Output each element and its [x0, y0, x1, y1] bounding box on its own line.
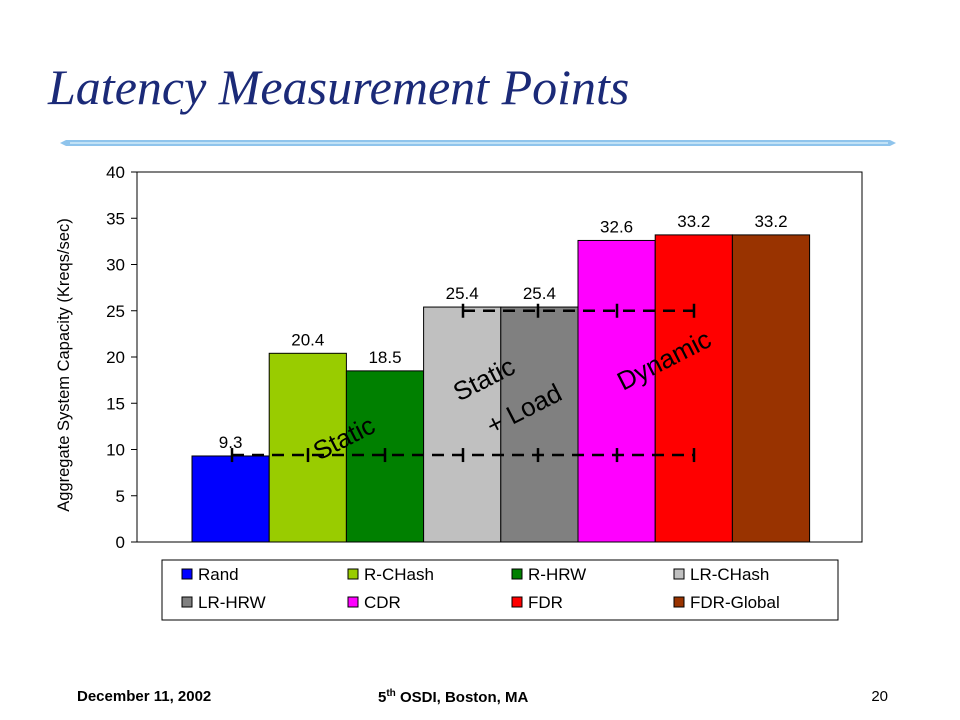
- legend-label: LR-CHash: [690, 565, 769, 584]
- bar: [577, 239, 656, 543]
- bar: [731, 234, 811, 543]
- bar-value-label: 18.5: [368, 348, 401, 367]
- y-tick-label: 15: [106, 394, 125, 413]
- y-tick-label: 30: [106, 256, 125, 275]
- legend-swatch: [511, 568, 523, 580]
- y-tick-label: 25: [106, 302, 125, 321]
- legend-swatch: [347, 596, 359, 608]
- legend-swatch: [673, 596, 685, 608]
- legend-label: Rand: [198, 565, 239, 584]
- bar: [654, 234, 733, 543]
- y-tick-label: 40: [106, 163, 125, 182]
- footer-conference: 5th OSDI, Boston, MA: [378, 688, 528, 706]
- legend-swatch: [511, 596, 523, 608]
- page-number: 20: [871, 688, 888, 705]
- legend-label: R-CHash: [364, 565, 434, 584]
- legend: [161, 559, 839, 621]
- legend-label: CDR: [364, 593, 401, 612]
- legend-swatch: [673, 568, 685, 580]
- legend-label: FDR: [528, 593, 563, 612]
- bar-value-label: 32.6: [600, 217, 633, 236]
- y-tick-label: 35: [106, 209, 125, 228]
- bar-value-label: 33.2: [677, 212, 710, 231]
- bar-value-label: 9.3: [219, 433, 243, 452]
- bar-value-label: 33.2: [754, 212, 787, 231]
- title-underline: [60, 140, 896, 146]
- bar-value-label: 25.4: [446, 284, 479, 303]
- y-tick-label: 0: [116, 533, 125, 552]
- footer-conf-sup: th: [386, 688, 396, 699]
- legend-label: R-HRW: [528, 565, 586, 584]
- legend-label: FDR-Global: [690, 593, 780, 612]
- slide-title: Latency Measurement Points: [48, 59, 630, 115]
- bar-value-label: 20.4: [291, 330, 324, 349]
- y-tick-label: 10: [106, 441, 125, 460]
- bar: [500, 306, 579, 543]
- bar: [423, 306, 502, 543]
- footer-conf-rest: OSDI, Boston, MA: [395, 689, 529, 706]
- footer-conf-num: 5: [378, 689, 387, 706]
- legend-swatch: [181, 596, 193, 608]
- footer-date: December 11, 2002: [77, 688, 212, 705]
- legend-swatch: [181, 568, 193, 580]
- bar: [268, 352, 347, 543]
- bar-value-label: 25.4: [523, 284, 556, 303]
- y-tick-label: 5: [116, 487, 125, 506]
- legend-label: LR-HRW: [198, 593, 266, 612]
- legend-swatch: [347, 568, 359, 580]
- y-axis-label: Aggregate System Capacity (Kreqs/sec): [55, 218, 73, 511]
- bar: [191, 455, 270, 543]
- y-tick-label: 20: [106, 348, 125, 367]
- bar-chart: 0 5 10 15 20 25 30 35 40 Aggregate System Capacit…: [55, 163, 863, 621]
